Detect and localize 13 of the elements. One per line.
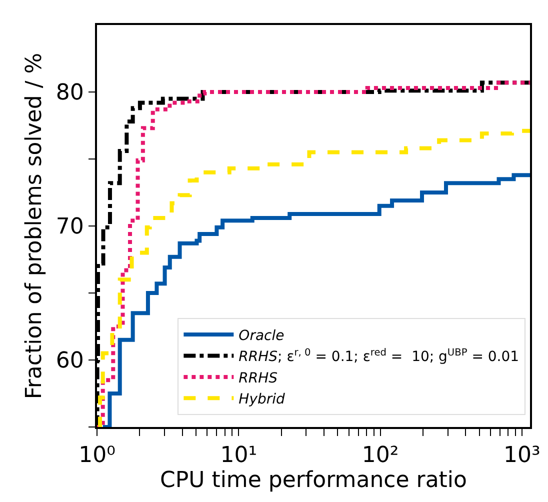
x-tick-label: 10¹ (220, 443, 258, 468)
x-axis-title: CPU time performance ratio (160, 468, 468, 494)
x-tick-label: 10² (362, 443, 399, 468)
legend-label: Oracle (238, 328, 284, 344)
y-tick-label: 80 (56, 80, 84, 106)
legend-label: Hybrid (238, 392, 286, 408)
x-tick-label: 10⁰ (78, 443, 116, 468)
legend-label: RRHS (238, 370, 278, 386)
x-tick-label: 10³ (504, 443, 540, 468)
legend-label: RRHS; ε$^{r, 0}$ = 0.1; ε$^{red}$ = 10; g$^{UBP}$ = 0.01 (238, 347, 520, 366)
y-axis-title: Fraction of problems solved / % (22, 52, 48, 400)
y-tick-label: 60 (56, 348, 84, 374)
y-tick-label: 70 (56, 214, 84, 240)
